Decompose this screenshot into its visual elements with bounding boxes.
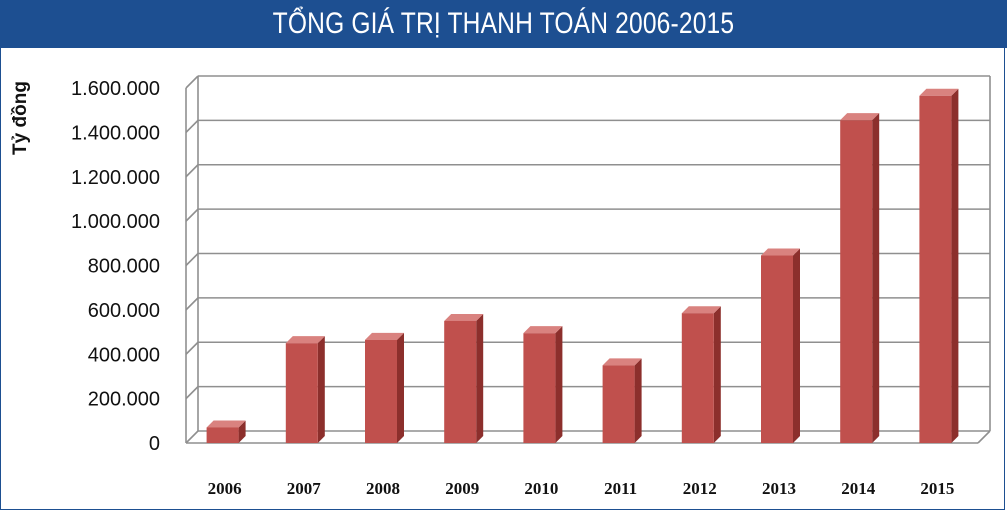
x-tick-label: 2011 xyxy=(604,479,637,498)
bars xyxy=(206,88,959,443)
x-tick-label: 2013 xyxy=(762,479,796,498)
bar-front xyxy=(523,333,556,443)
bar-top xyxy=(285,336,325,344)
bar-side xyxy=(555,326,563,443)
x-axis-ticks: 2006 2007 2008 2009 2010 2011 2012 2013 2014 2015 xyxy=(208,479,955,498)
y-tick-label: 800.000 xyxy=(88,256,160,278)
bar-top xyxy=(523,326,563,334)
x-tick-label: 2010 xyxy=(524,479,558,498)
x-tick-label: 2015 xyxy=(920,479,954,498)
bar-top xyxy=(919,88,959,96)
floor-edge xyxy=(977,430,991,444)
bar-front xyxy=(444,320,477,443)
bar-2007 xyxy=(285,336,325,443)
bar-side xyxy=(872,113,880,443)
gridline-side xyxy=(185,208,199,222)
y-axis-ticks: 0 200.000 400.000 600.000 800.000 1.000.000 1.… xyxy=(71,78,160,455)
y-tick-label: 600.000 xyxy=(88,300,160,322)
gridline-side xyxy=(185,164,199,178)
bar-side xyxy=(317,336,325,443)
bar-chart: 0 200.000 400.000 600.000 800.000 1.000.000 1.… xyxy=(10,75,991,498)
bar-2008 xyxy=(365,332,404,443)
bar-side xyxy=(713,306,721,443)
bar-top xyxy=(681,306,721,314)
bar-2014 xyxy=(840,113,880,443)
bar-side xyxy=(634,358,642,443)
gridline-side xyxy=(185,297,199,311)
bar-2006 xyxy=(206,420,246,443)
bar-front xyxy=(602,365,635,443)
x-tick-label: 2008 xyxy=(366,479,400,498)
bar-front xyxy=(919,95,952,443)
bar-top xyxy=(206,420,246,428)
gridline-side xyxy=(185,430,199,444)
bar-front xyxy=(206,427,239,443)
bar-2012 xyxy=(681,306,721,443)
x-tick-label: 2012 xyxy=(683,479,717,498)
x-tick-label: 2014 xyxy=(841,479,876,498)
bar-2010 xyxy=(523,326,563,443)
bar-front xyxy=(840,120,873,443)
bar-2011 xyxy=(602,358,642,443)
y-tick-label: 1.000.000 xyxy=(71,211,160,233)
x-tick-label: 2009 xyxy=(445,479,479,498)
gridline-side xyxy=(185,119,199,133)
bar-side xyxy=(793,248,800,443)
bar-side xyxy=(476,313,484,443)
bar-2013 xyxy=(761,248,800,443)
gridline-side xyxy=(185,75,199,89)
y-tick-label: 200.000 xyxy=(88,389,160,411)
bar-front xyxy=(285,343,318,443)
chart-title-bar: TỔNG GIÁ TRỊ THANH TOÁN 2006-2015 xyxy=(0,0,1007,48)
chart-title: TỔNG GIÁ TRỊ THANH TOÁN 2006-2015 xyxy=(272,7,735,40)
gridline-side xyxy=(185,386,199,400)
bar-front xyxy=(681,313,714,443)
y-tick-label: 1.200.000 xyxy=(71,167,160,189)
bar-top xyxy=(602,358,642,366)
bar-side xyxy=(397,332,404,443)
bar-top xyxy=(761,248,800,256)
bar-top xyxy=(365,332,404,340)
bar-side xyxy=(238,420,246,443)
y-tick-label: 400.000 xyxy=(88,344,160,366)
bar-2015 xyxy=(919,88,959,443)
gridline-side xyxy=(185,341,199,355)
gridline-side xyxy=(185,252,199,267)
x-tick-label: 2006 xyxy=(208,479,242,498)
y-tick-label: 1.400.000 xyxy=(71,122,160,144)
y-axis-label: Tỷ đồng xyxy=(10,81,31,155)
y-tick-label: 0 xyxy=(149,433,160,455)
x-tick-label: 2007 xyxy=(287,479,322,498)
bar-2009 xyxy=(444,313,484,443)
bar-top xyxy=(840,113,880,121)
bar-front xyxy=(365,339,397,443)
bar-side xyxy=(951,88,959,443)
bar-front xyxy=(761,255,793,443)
bar-top xyxy=(444,313,484,321)
y-tick-label: 1.600.000 xyxy=(71,78,160,100)
